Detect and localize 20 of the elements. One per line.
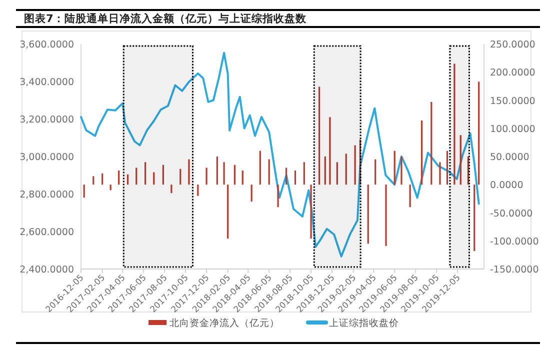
- y2-tick-label: 0.0000: [490, 180, 524, 192]
- y2-tick-label: 50.0000: [490, 152, 530, 163]
- y2-tick-label: -100.0000: [490, 236, 539, 248]
- y2-tick-label: 150.0000: [490, 96, 536, 107]
- y2-tick-label: -150.0000: [490, 264, 539, 276]
- legend-label: 上证综指收盘价: [329, 317, 399, 329]
- y-tick-label: 2,800.0000: [20, 190, 74, 200]
- line-series: [80, 52, 480, 258]
- y-tick-label: 2,600.0000: [20, 227, 74, 238]
- y-tick-label: 3,600.0000: [20, 40, 74, 50]
- y2-tick-label: -50.0000: [490, 208, 533, 220]
- chart-title: 图表7：陆股通单日净流入金额（亿元）与上证综指收盘数: [24, 12, 308, 25]
- y-tick-label: 2,400.0000: [20, 264, 74, 276]
- y-tick-label: 3,000.0000: [20, 152, 74, 163]
- legend-label: 北向资金净流入（亿元）: [170, 317, 280, 329]
- y2-tick-label: 250.0000: [490, 40, 536, 50]
- y2-tick-label: 100.0000: [490, 124, 536, 135]
- y2-tick-label: 200.0000: [490, 68, 536, 79]
- y-tick-label: 3,200.0000: [20, 114, 74, 126]
- y-tick-label: 3,400.0000: [20, 77, 74, 88]
